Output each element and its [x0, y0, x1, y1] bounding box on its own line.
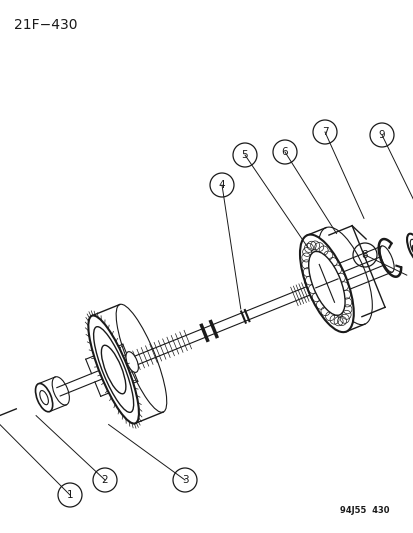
- Text: 21F−430: 21F−430: [14, 18, 77, 32]
- Ellipse shape: [299, 235, 353, 332]
- Ellipse shape: [88, 316, 139, 424]
- Ellipse shape: [308, 252, 344, 316]
- Text: 6: 6: [281, 147, 287, 157]
- Ellipse shape: [406, 233, 413, 262]
- Ellipse shape: [101, 345, 126, 394]
- Text: 2: 2: [102, 475, 108, 485]
- Text: 8: 8: [361, 250, 368, 260]
- Circle shape: [411, 245, 413, 251]
- Ellipse shape: [379, 246, 393, 272]
- Text: 5: 5: [241, 150, 248, 160]
- Ellipse shape: [409, 239, 413, 256]
- Text: 3: 3: [181, 475, 188, 485]
- Text: 1: 1: [66, 490, 73, 500]
- Text: 4: 4: [218, 180, 225, 190]
- Ellipse shape: [93, 327, 133, 413]
- Text: 7: 7: [321, 127, 328, 137]
- Text: 9: 9: [378, 130, 385, 140]
- Ellipse shape: [126, 352, 138, 373]
- Ellipse shape: [36, 383, 52, 412]
- Ellipse shape: [40, 391, 48, 405]
- Text: 94J55  430: 94J55 430: [339, 506, 389, 515]
